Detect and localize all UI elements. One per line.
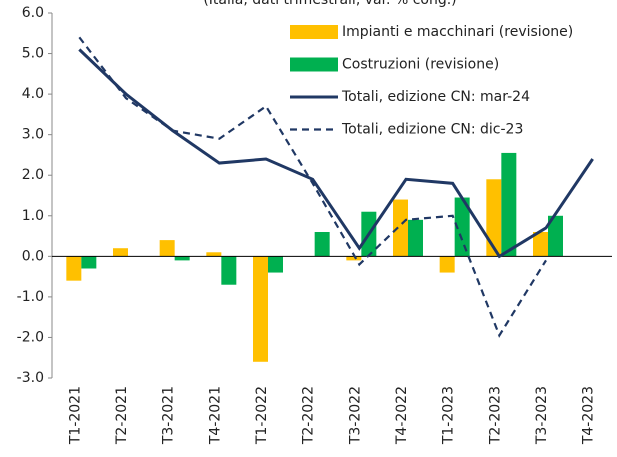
x-tick-label: T1-2023 [441, 386, 457, 445]
x-tick-label: T3-2021 [161, 386, 177, 445]
legend-label: Costruzioni (revisione) [342, 57, 499, 73]
y-tick-label: 0.0 [22, 248, 44, 264]
bar [408, 219, 423, 257]
x-tick-label: T3-2022 [347, 386, 363, 445]
y-tick-label: -1.0 [17, 289, 44, 305]
legend-label: Totali, edizione CN: dic-23 [341, 122, 523, 138]
y-tick-label: 6.0 [22, 5, 44, 21]
bar [268, 256, 283, 273]
legend-swatch [290, 25, 338, 39]
legend-swatch [290, 57, 338, 72]
legend-label: Totali, edizione CN: mar-24 [341, 89, 530, 105]
y-tick-label: 1.0 [22, 208, 44, 224]
x-tick-label: T1-2022 [254, 386, 270, 445]
bar [454, 197, 470, 257]
x-tick-label: T1-2021 [67, 386, 83, 445]
y-tick-label: -3.0 [17, 370, 44, 386]
bar [548, 215, 563, 257]
x-tick-label: T4-2022 [394, 386, 410, 445]
bar [66, 256, 82, 281]
x-tick-label: T3-2023 [534, 386, 550, 445]
x-tick-label: T2-2021 [114, 386, 130, 445]
x-tick-label: T4-2023 [581, 386, 597, 445]
bar [113, 248, 128, 257]
bar [501, 152, 517, 257]
bar [221, 256, 237, 285]
bar [253, 256, 268, 362]
chart-subtitle: (Italia, dati trimestrali, var. % cong.) [203, 0, 456, 8]
bar [159, 240, 175, 257]
y-tick-label: 3.0 [22, 127, 44, 143]
x-tick-label: T2-2022 [301, 386, 317, 445]
bar [393, 199, 408, 257]
y-tick-label: -2.0 [17, 329, 44, 345]
bar [533, 232, 548, 257]
bar [439, 256, 455, 273]
bar [81, 256, 97, 269]
line [78, 36, 547, 338]
y-tick-label: 5.0 [22, 46, 44, 62]
bar [346, 256, 362, 261]
x-tick-label: T2-2023 [487, 386, 503, 445]
bar [314, 232, 330, 257]
y-tick-label: 2.0 [22, 167, 44, 183]
y-tick-label: 4.0 [22, 86, 44, 102]
x-tick-label: T4-2021 [207, 386, 223, 445]
legend-label: Impianti e macchinari (revisione) [342, 24, 573, 40]
bar [206, 252, 222, 257]
bar [486, 179, 502, 257]
bar [174, 256, 190, 261]
